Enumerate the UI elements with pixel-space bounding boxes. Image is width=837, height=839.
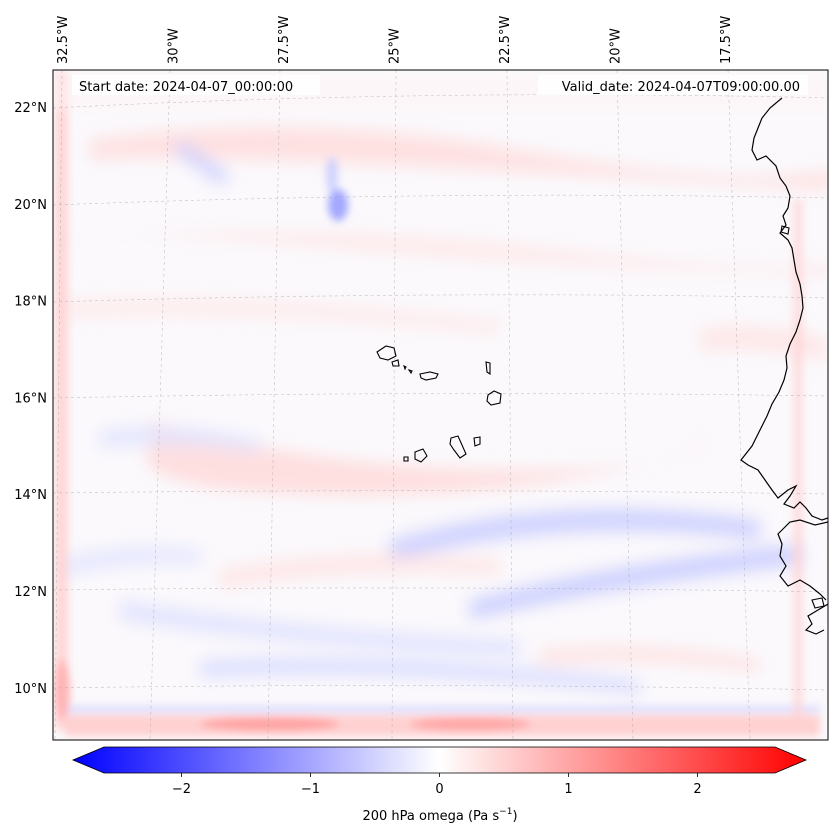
lon-tick-label: 25°W [388,28,403,64]
colorbar-tick-label: −2 [172,782,191,797]
colorbar-ticks: −2 −1 0 1 2 [172,773,702,797]
latitude-tick-labels: 22°N 20°N 18°N 16°N 14°N 12°N 10°N [14,101,47,697]
colorbar-label: 200 hPa omega (Pa s−1) [362,807,517,824]
coast-island [811,597,825,609]
lon-tick-label: 17.5°W [719,16,734,64]
map-frame [52,69,829,741]
lon-tick-label: 22.5°W [498,16,513,64]
cabo-verde-islands [376,345,502,463]
colorbar-tick-label: 2 [693,782,701,797]
africa-coastline [740,97,828,635]
gridlines [53,70,828,740]
lat-tick-label: 14°N [14,488,47,503]
start-date-annotation: Start date: 2024-04-07_00:00:00 [72,75,320,95]
lon-tick-label: 20°W [609,28,624,64]
start-date-text: Start date: 2024-04-07_00:00:00 [79,80,293,95]
longitude-tick-labels: 32.5°W 30°W 27.5°W 25°W 22.5°W 20°W 17.5°W [56,16,734,64]
colorbar-body [71,746,808,774]
colorbar-tick-label: −1 [301,782,320,797]
lat-tick-label: 18°N [14,295,47,310]
valid-date-annotation: Valid_date: 2024-04-07T09:00:00.00 [538,75,808,95]
colorbar: −2 −1 0 1 2 200 hPa omega (Pa s−1) [71,746,808,824]
colorbar-tick-label: 1 [564,782,572,797]
valid-date-text: Valid_date: 2024-04-07T09:00:00.00 [562,80,800,95]
coast-island [780,225,790,235]
lat-tick-label: 10°N [14,682,47,697]
omega-field [58,127,828,695]
lat-tick-label: 16°N [14,391,47,406]
lon-tick-label: 27.5°W [277,16,292,64]
lon-tick-label: 32.5°W [56,16,71,64]
lat-tick-label: 22°N [14,101,47,116]
colorbar-tick-label: 0 [435,782,443,797]
lon-tick-label: 30°W [167,28,182,64]
lat-tick-label: 12°N [14,585,47,600]
map-area: Start date: 2024-04-07_00:00:00 Valid_da… [53,70,828,740]
lat-tick-label: 20°N [14,198,47,213]
